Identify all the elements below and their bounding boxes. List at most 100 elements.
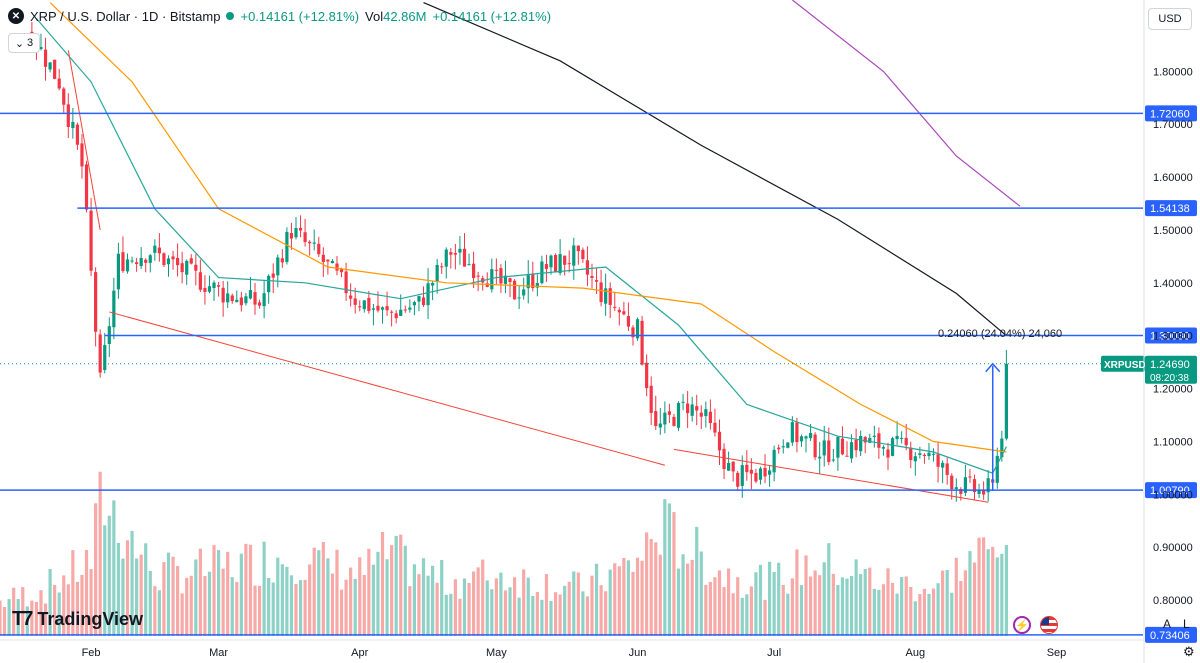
countdown-label: 08:20:38	[1150, 373, 1189, 384]
price-tick-label: 1.50000	[1153, 225, 1193, 237]
volume-bar	[1000, 553, 1004, 636]
level-tag	[1145, 626, 1197, 643]
log-scale-button[interactable]: L	[1183, 617, 1190, 631]
candle-body	[845, 455, 849, 457]
horizontal-levels[interactable]: 1.72060 1.54138 1.30030 1.00790 0.73406 XRPUS…	[0, 105, 1197, 643]
price-tick-label: 1.30000	[1153, 331, 1193, 343]
volume-bar	[544, 574, 549, 636]
volume-bar	[367, 548, 371, 636]
ma-line-3	[423, 2, 1007, 337]
candle-body	[763, 467, 767, 477]
volume-bar	[959, 581, 963, 636]
candle-body	[808, 432, 813, 439]
volume-bar	[631, 571, 635, 636]
level-label: 1.72060	[1150, 108, 1190, 120]
candle-body	[676, 402, 681, 428]
candle-body	[135, 262, 139, 265]
symbol-title[interactable]: XRP / U.S. Dollar · 1D · Bitstamp	[30, 8, 221, 24]
volume-bar	[257, 585, 262, 636]
candle-body	[936, 454, 940, 467]
candle-body	[376, 305, 380, 311]
candle-body	[795, 422, 799, 443]
volume-bar	[722, 587, 726, 636]
candle-body	[781, 446, 785, 448]
measure-label: 0.24060 (24.04%) 24,060	[938, 328, 1062, 340]
volume-value: 42.86M	[383, 8, 427, 24]
candle-body	[43, 49, 48, 67]
volume-bar	[704, 584, 708, 636]
volume-bar	[686, 563, 690, 636]
volume-bar	[162, 562, 166, 636]
auto-scale-button[interactable]: A	[1163, 617, 1172, 631]
us-flag-icon[interactable]	[1040, 616, 1058, 634]
volume-bar	[212, 545, 216, 636]
volume-bar	[781, 584, 785, 636]
volume-bar	[62, 575, 66, 636]
measure-tool[interactable]: 0.24060 (24.04%) 24,060	[938, 328, 1062, 491]
price-axis[interactable]: 1.80000 1.70000 1.60000 1.50000 1.40000 1.300…	[1143, 0, 1193, 663]
measure-arrowhead	[985, 362, 1001, 373]
volume-bar	[963, 570, 968, 636]
volume-bar	[854, 559, 858, 636]
volume-bar	[189, 575, 193, 636]
price-tick-label: 1.00000	[1153, 489, 1193, 501]
volume-bar	[517, 597, 521, 636]
volume-bar	[157, 590, 161, 636]
volume-bar	[749, 586, 753, 636]
candle-body	[704, 409, 708, 417]
candle-body	[344, 271, 348, 294]
volume-bar	[226, 551, 230, 636]
volume-bar	[175, 566, 180, 636]
price-change: +0.14161 (+12.81%)	[240, 8, 360, 24]
tradingview-logo: T7 TradingView	[12, 608, 143, 631]
volume-bar	[922, 588, 927, 636]
volume-bar	[708, 581, 712, 636]
volume-bar	[148, 570, 152, 636]
flash-icon[interactable]: ⚡	[1013, 616, 1031, 634]
candle-body	[690, 404, 694, 416]
volume-bar	[931, 588, 936, 636]
candle-body	[954, 487, 958, 489]
volume-bar	[440, 559, 444, 636]
candle-body	[312, 242, 316, 244]
volume-bar	[872, 588, 876, 636]
volume-bar	[572, 571, 576, 636]
volume-bar	[836, 585, 840, 636]
candle-body	[986, 478, 990, 493]
currency-selector[interactable]: USD	[1148, 8, 1192, 30]
volume-bar	[12, 587, 16, 636]
volume-bar	[21, 587, 25, 636]
candle-body	[121, 252, 125, 272]
candle-body	[317, 243, 321, 255]
indicators-toggle[interactable]: ⌄ 3	[8, 33, 40, 53]
volume-bar	[499, 572, 503, 636]
volume-bar	[75, 581, 80, 636]
candle-body	[909, 447, 913, 461]
volume-bar	[130, 530, 134, 636]
volume-bar	[339, 589, 344, 636]
settings-gear-icon[interactable]: ⚙	[1183, 644, 1195, 659]
volume-bar	[654, 542, 658, 636]
candle-body	[972, 479, 977, 493]
volume-bar	[881, 584, 886, 636]
candle-body	[157, 247, 161, 254]
candle-body	[216, 285, 221, 287]
time-axis[interactable]: Feb Mar Apr May Jun Jul Aug Sep	[0, 639, 1144, 659]
candle-body	[1004, 363, 1008, 439]
candle-body	[722, 448, 726, 469]
volume-bar	[608, 569, 612, 636]
volume-bar	[248, 544, 253, 636]
volume-bar	[808, 576, 813, 636]
candle-body	[175, 257, 180, 266]
volume-bar	[740, 597, 744, 636]
candle-body	[326, 259, 330, 262]
candle-body	[649, 385, 653, 413]
volume-bar	[485, 580, 489, 636]
candle-body	[567, 263, 571, 265]
volume-bar	[107, 515, 111, 636]
moving-averages	[35, 0, 1021, 474]
candle-body	[918, 453, 922, 455]
candle-body	[672, 416, 676, 426]
candle-body	[767, 470, 772, 475]
